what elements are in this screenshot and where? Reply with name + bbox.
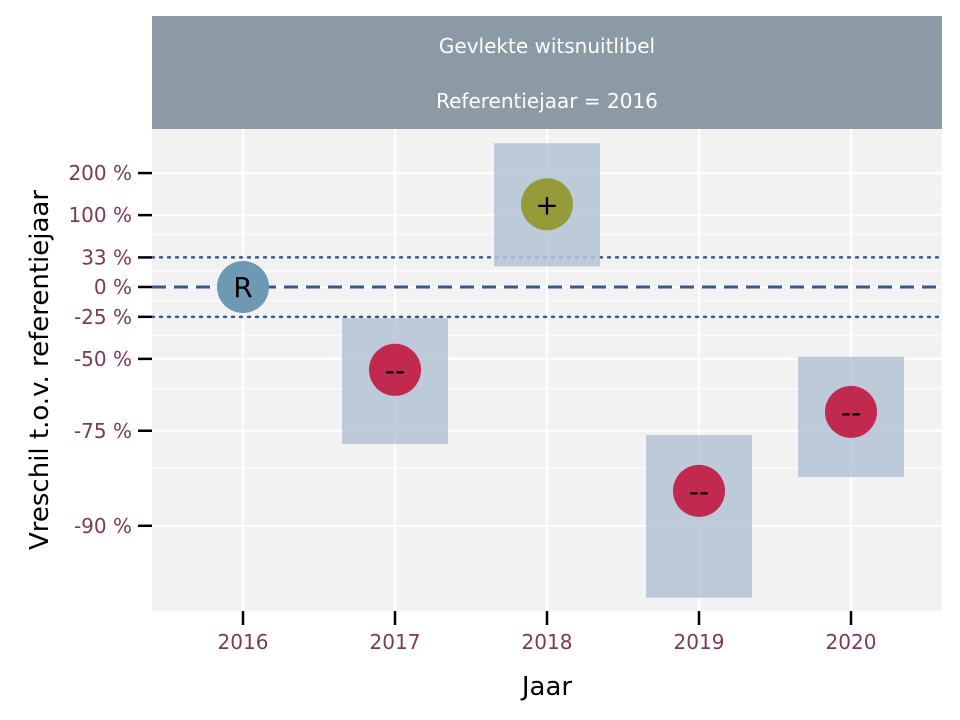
- title-strip: [152, 16, 942, 129]
- chart-title: Gevlekte witsnuitlibel: [439, 34, 655, 58]
- x-tick-label: 2016: [218, 630, 269, 654]
- point-marker: [369, 343, 421, 396]
- data-points: R -- + -- --: [217, 178, 877, 517]
- point-label: --: [385, 354, 405, 387]
- point-marker: [217, 261, 269, 313]
- y-axis-title: Vreschil t.o.v. referentiejaar: [25, 190, 55, 550]
- y-tick-label: -90 %: [74, 514, 132, 538]
- x-tick-label: 2020: [826, 630, 877, 654]
- point-label: +: [535, 188, 558, 221]
- x-tick-label: 2018: [522, 630, 573, 654]
- y-tick-label: -75 %: [74, 419, 132, 443]
- y-tick-label: -50 %: [74, 347, 132, 371]
- y-tick-label: 200 %: [68, 161, 132, 185]
- point-marker: [521, 178, 573, 231]
- x-axis-title: Jaar: [520, 672, 573, 702]
- y-tick-label: -25 %: [74, 305, 132, 329]
- chart-subtitle: Referentiejaar = 2016: [436, 89, 658, 113]
- point-label: --: [841, 396, 861, 429]
- x-axis: 2016 2017 2018 2019 2020: [218, 611, 877, 654]
- y-tick-label: 0 %: [94, 275, 132, 299]
- point-marker: [673, 464, 725, 517]
- point-label: --: [689, 475, 709, 508]
- y-axis: 200 % 100 % 33 % 0 % -25 % -50 % -75 % -90 %: [68, 161, 152, 538]
- confidence-intervals: [342, 143, 904, 598]
- y-tick-label: 33 %: [81, 245, 132, 269]
- point-label: R: [233, 271, 252, 304]
- y-tick-label: 100 %: [68, 203, 132, 227]
- x-tick-label: 2019: [674, 630, 725, 654]
- point-marker: [825, 385, 877, 438]
- x-tick-label: 2017: [370, 630, 421, 654]
